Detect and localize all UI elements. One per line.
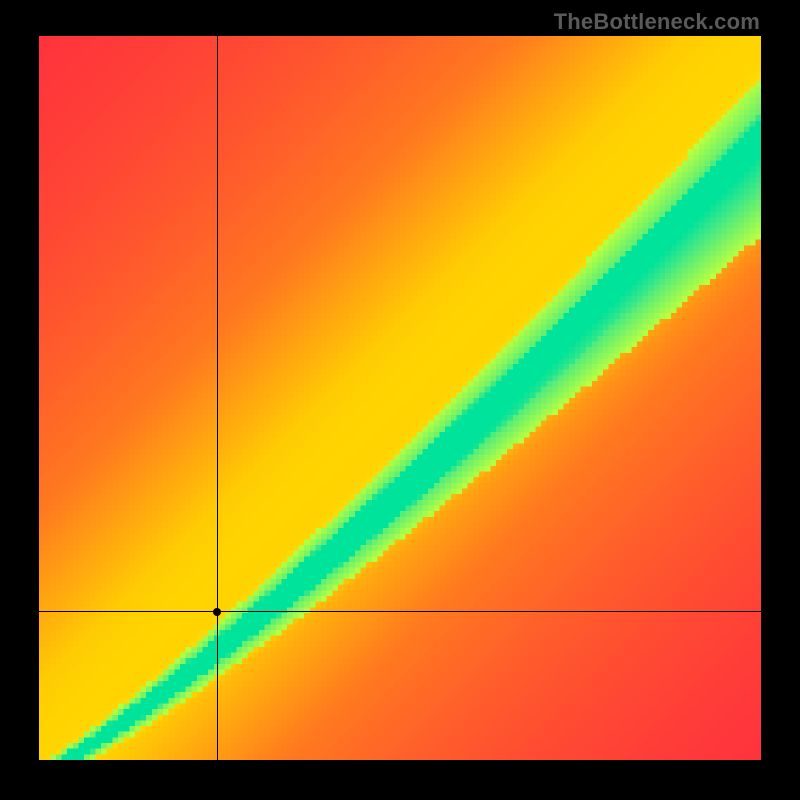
bottleneck-heatmap (39, 36, 761, 760)
chart-container: { "chart": { "type": "heatmap", "canvas_… (0, 0, 800, 800)
crosshair-horizontal (39, 611, 761, 612)
selection-marker (213, 608, 221, 616)
crosshair-vertical (217, 36, 218, 760)
watermark-text: TheBottleneck.com (554, 9, 760, 35)
